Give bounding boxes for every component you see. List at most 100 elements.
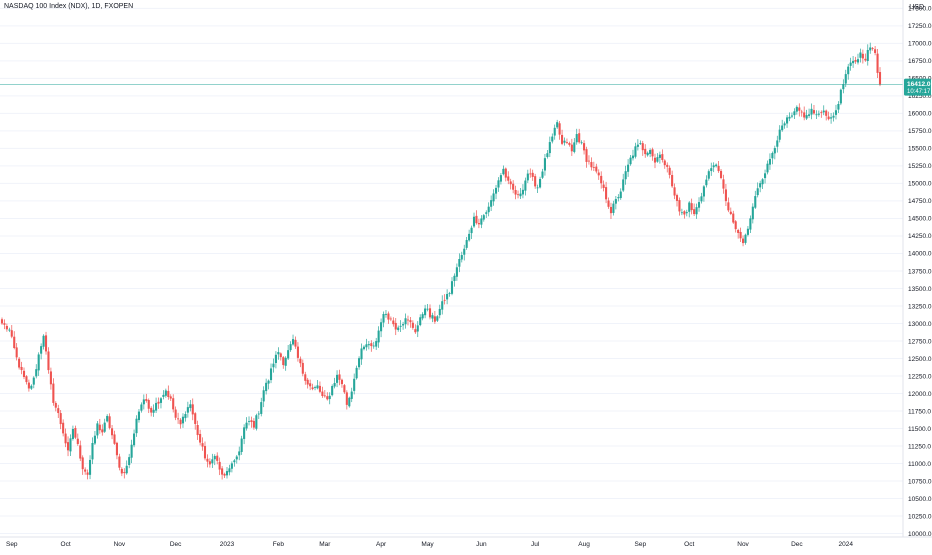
candle: [150, 406, 153, 417]
candle: [194, 412, 197, 430]
candle: [18, 357, 21, 370]
candle: [878, 67, 882, 87]
candle: [810, 103, 813, 120]
price-tick-label: 16000.0: [908, 111, 932, 118]
price-tag-box: [904, 78, 931, 96]
time-tick-label: Apr: [376, 541, 387, 548]
candle: [221, 466, 224, 480]
candle: [629, 154, 632, 166]
candle: [296, 342, 299, 362]
candle: [653, 153, 657, 169]
candle: [830, 113, 833, 124]
candle: [269, 363, 273, 384]
candle: [509, 178, 512, 190]
candle: [350, 387, 353, 403]
time-tick-label: Aug: [578, 541, 590, 548]
candle: [145, 393, 148, 403]
candle: [619, 188, 622, 200]
candle: [299, 356, 302, 368]
candle: [389, 316, 392, 322]
candle: [93, 431, 96, 446]
candle: [71, 425, 74, 441]
candle: [746, 225, 749, 237]
candle: [250, 416, 253, 428]
price-tick-label: 16750.0: [908, 58, 932, 65]
candle: [512, 180, 515, 194]
candle: [446, 289, 449, 305]
candle: [199, 429, 202, 446]
candle: [458, 253, 461, 273]
candle: [120, 467, 123, 477]
candle: [504, 167, 507, 182]
candle: [44, 331, 48, 355]
candle: [771, 151, 774, 165]
candle: [88, 455, 92, 480]
candle: [666, 162, 669, 173]
candle: [609, 202, 613, 219]
candle: [641, 140, 644, 156]
time-tick-label: Oct: [61, 541, 71, 548]
time-tick-label: Mar: [319, 541, 331, 548]
candle: [328, 392, 331, 405]
candle: [91, 437, 94, 465]
candle: [333, 377, 336, 389]
candle: [189, 399, 192, 412]
candle: [211, 453, 214, 468]
candle: [284, 356, 287, 371]
candle: [678, 197, 681, 216]
currency-label[interactable]: USD: [909, 4, 924, 11]
candle: [436, 315, 439, 322]
candle: [343, 384, 346, 394]
candle: [827, 111, 830, 121]
candle: [453, 273, 456, 287]
candle: [421, 312, 424, 321]
candle: [245, 417, 248, 431]
candle: [631, 149, 635, 161]
candle: [658, 151, 661, 164]
candle: [781, 119, 784, 132]
time-axis[interactable]: Sep Oct Nov Dec 2023 Feb Mar Apr May Jun Jul Aug Sep…: [6, 541, 853, 548]
price-tick-label: 10500.0: [908, 496, 932, 503]
candle: [497, 177, 500, 192]
candle: [238, 446, 241, 461]
candle: [387, 311, 390, 324]
candle: [651, 147, 654, 161]
candle: [624, 165, 627, 185]
candle: [416, 321, 419, 338]
time-tick-label: Dec: [170, 541, 182, 548]
candle: [216, 452, 219, 465]
candle: [656, 153, 659, 163]
candle: [289, 341, 292, 352]
candle: [291, 334, 295, 346]
candle: [252, 418, 255, 430]
candle: [683, 210, 686, 219]
candle: [174, 406, 177, 421]
candle: [203, 441, 207, 461]
candle: [375, 337, 378, 350]
candle: [218, 457, 221, 476]
candle: [233, 459, 236, 467]
candle: [424, 304, 427, 319]
candle: [874, 46, 877, 56]
candle: [22, 367, 26, 380]
candle: [59, 410, 62, 430]
current-price-label: 16412.0: [907, 81, 931, 88]
time-tick-label: Nov: [114, 541, 126, 548]
candle: [490, 195, 493, 212]
candle: [406, 315, 410, 326]
candle: [294, 336, 297, 349]
candle: [101, 424, 104, 436]
candle: [201, 437, 204, 451]
candle: [111, 424, 114, 440]
candle: [140, 402, 143, 413]
candle: [580, 140, 583, 145]
price-axis[interactable]: 10000.0 10250.0 10500.0 10750.0 11000.0 11250…: [908, 6, 932, 538]
candle: [480, 215, 483, 229]
candle: [159, 397, 163, 409]
candle: [313, 385, 317, 391]
price-tick-label: 13250.0: [908, 303, 932, 310]
candle: [764, 169, 767, 184]
candle: [133, 429, 136, 448]
